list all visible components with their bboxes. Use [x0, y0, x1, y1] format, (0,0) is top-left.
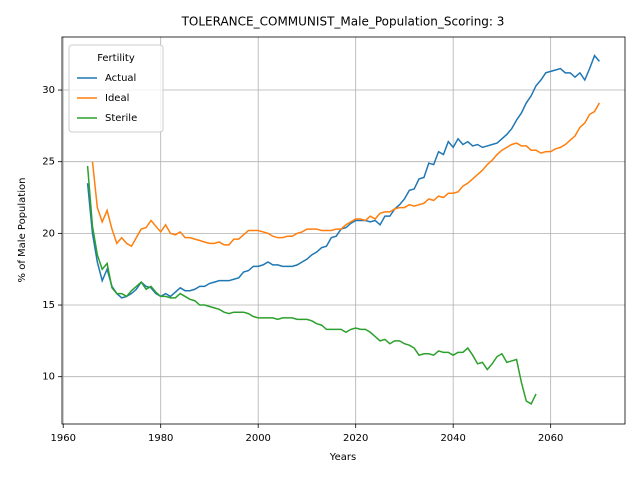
- x-tick-label: 1960: [50, 433, 75, 444]
- x-tick-label: 2060: [538, 433, 563, 444]
- legend-box: [68, 44, 164, 133]
- plot-frame: [61, 36, 626, 425]
- x-tick-label: 1980: [148, 433, 173, 444]
- y-axis-label: % of Male Population: [17, 178, 28, 283]
- y-tick-label: 25: [42, 157, 55, 168]
- x-tick-label: 2000: [245, 433, 270, 444]
- series-line: [86, 165, 537, 405]
- y-tick-label: 30: [42, 85, 55, 96]
- x-tick-label: 2020: [343, 433, 368, 444]
- y-tick-label: 20: [42, 228, 55, 239]
- legend-label: Ideal: [105, 93, 129, 104]
- y-tick-label: 15: [42, 300, 55, 311]
- y-tick-label: 10: [42, 372, 55, 383]
- series-line: [91, 102, 601, 248]
- legend-title: Fertility: [97, 53, 135, 64]
- legend-label: Sterile: [105, 113, 137, 124]
- series-line: [86, 54, 600, 299]
- legend-label: Actual: [105, 73, 136, 84]
- x-tick-label: 2040: [440, 433, 465, 444]
- chart-title: TOLERANCE_COMMUNIST_Male_Population_Scor…: [181, 15, 505, 29]
- x-axis-label: Years: [329, 452, 356, 463]
